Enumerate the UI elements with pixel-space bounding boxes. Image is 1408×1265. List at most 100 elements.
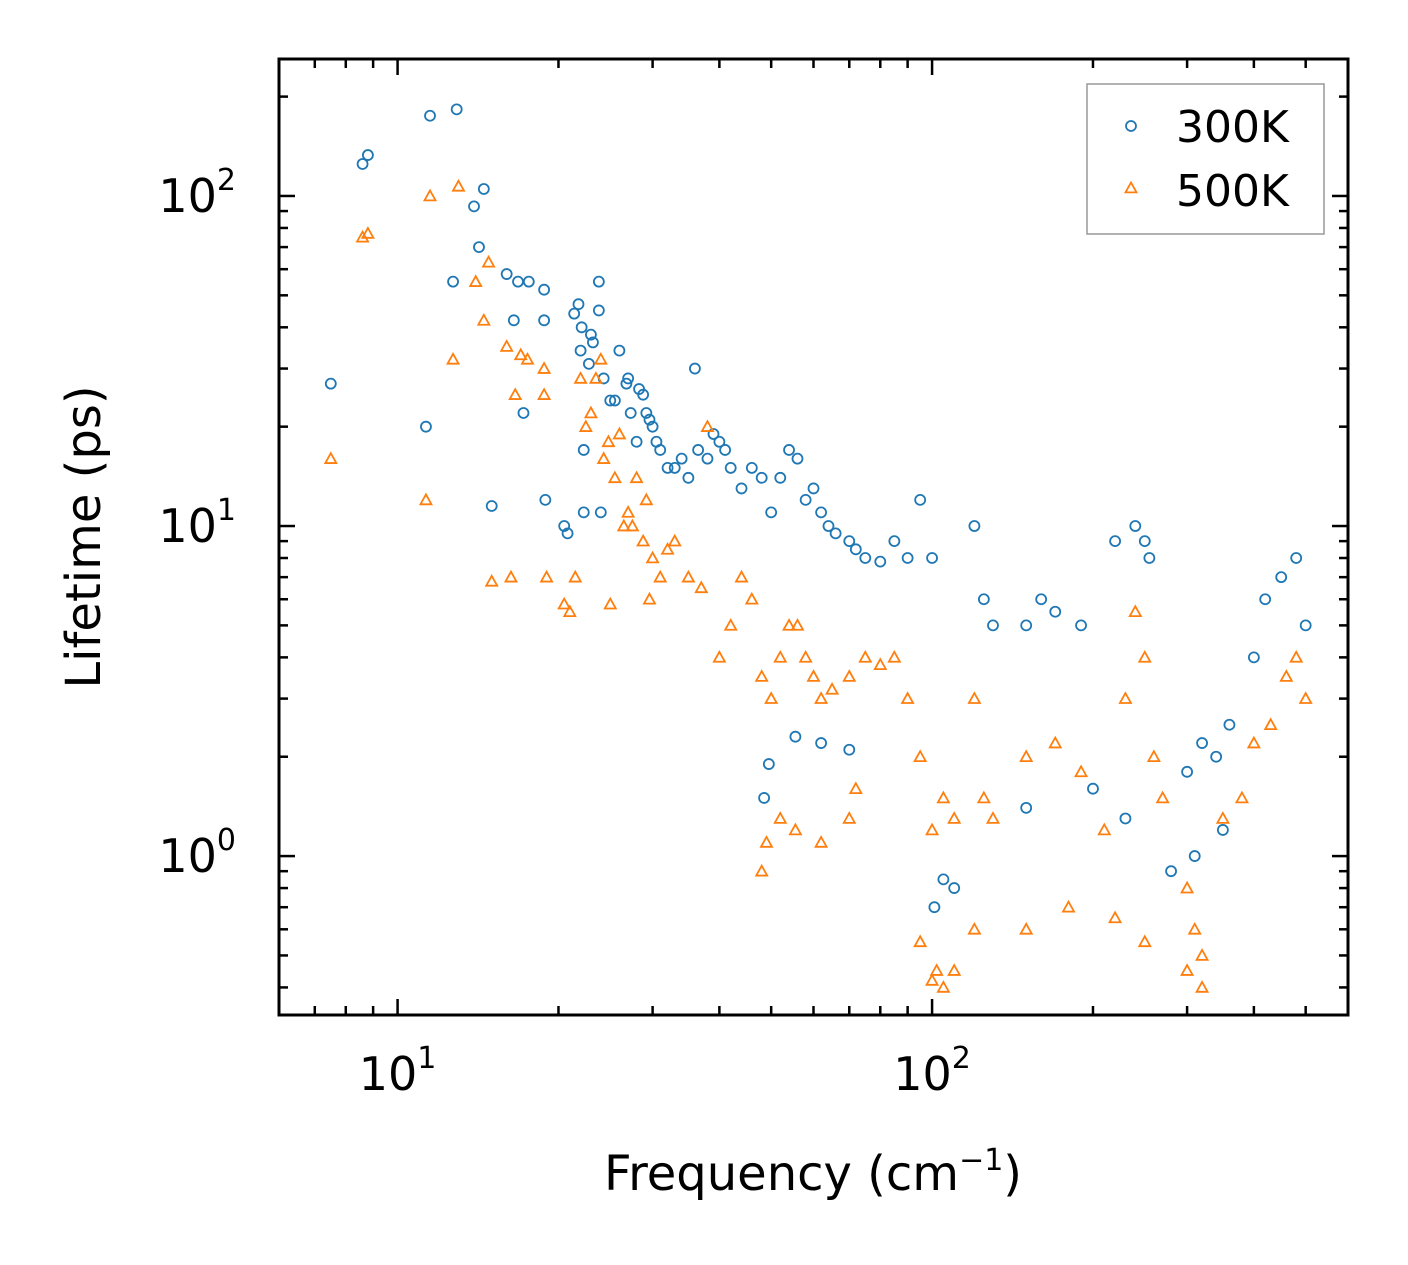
data-point (926, 552, 938, 564)
data-point (985, 811, 1001, 824)
x-tick-label: 102 (893, 1041, 971, 1101)
data-point (928, 901, 941, 914)
data-point (977, 593, 990, 606)
data-point (744, 591, 759, 605)
data-point (1119, 812, 1132, 825)
data-point (639, 492, 654, 506)
data-point (1035, 593, 1048, 606)
data-point (1087, 782, 1099, 795)
data-point (608, 394, 621, 407)
data-point (558, 520, 571, 532)
data-point (925, 973, 940, 986)
data-point (451, 178, 466, 192)
data-point (755, 471, 768, 484)
data-point (1143, 552, 1156, 564)
data-point (607, 470, 622, 484)
data-point (1247, 651, 1260, 664)
y-tick-label: 102 (158, 163, 236, 223)
data-point (887, 650, 902, 663)
data-point (568, 307, 581, 320)
data-point (1195, 980, 1210, 993)
data-point (517, 407, 530, 419)
data-point (508, 387, 523, 400)
data-point (450, 103, 463, 116)
data-point (468, 200, 480, 213)
data-point (694, 580, 709, 594)
data-point (561, 527, 574, 540)
data-point (668, 462, 681, 474)
data-point (1019, 749, 1034, 763)
data-point (620, 377, 633, 390)
data-point (624, 407, 637, 419)
axis-tick-labels: 101 102 100 101 102 (158, 163, 971, 1101)
data-point (859, 552, 872, 564)
data-point (929, 963, 944, 976)
data-point (355, 229, 370, 243)
data-point (788, 822, 803, 836)
data-point (575, 321, 588, 334)
data-point (842, 811, 857, 824)
data-point (759, 835, 774, 848)
data-point (723, 618, 738, 631)
data-point (629, 470, 644, 484)
data-point (1129, 520, 1142, 532)
data-point (446, 351, 461, 365)
data-point (613, 344, 626, 357)
data-point (1108, 910, 1123, 924)
data-point (1290, 552, 1303, 564)
data-point (477, 183, 490, 195)
data-point (594, 506, 607, 519)
y-tick-label: 101 (158, 493, 236, 553)
data-point (976, 790, 991, 804)
legend-marker-300k (1125, 120, 1137, 132)
data-point (573, 371, 588, 384)
data-point (762, 758, 775, 770)
data-point (1049, 605, 1062, 618)
data-point (1118, 691, 1133, 704)
legend: 300K 500K (1086, 83, 1325, 235)
data-point (593, 351, 608, 365)
data-point (621, 505, 636, 518)
data-point (646, 420, 659, 433)
data-point (636, 533, 651, 547)
data-point (512, 275, 524, 288)
data-point (947, 963, 962, 976)
data-point (1181, 765, 1193, 778)
data-point (782, 618, 797, 631)
data-point (968, 520, 981, 532)
data-point (675, 452, 688, 465)
data-point (1180, 963, 1195, 976)
data-point (1165, 865, 1177, 878)
data-point (987, 619, 999, 632)
data-point (1259, 593, 1272, 606)
data-point (789, 730, 802, 743)
data-point (807, 482, 820, 495)
data-point (587, 336, 599, 349)
data-point (422, 188, 438, 202)
data-point (798, 650, 813, 663)
data-point (1195, 948, 1210, 961)
data-point (936, 790, 951, 804)
data-point (539, 493, 552, 506)
legend-label-500k: 500K (1176, 166, 1290, 217)
data-point (356, 158, 369, 170)
data-point (643, 413, 656, 426)
data-point (1061, 899, 1076, 913)
data-point (424, 109, 436, 122)
legend-box (1086, 83, 1325, 235)
data-point (473, 241, 485, 253)
data-point (712, 650, 727, 663)
data-point (323, 451, 338, 464)
data-point (447, 275, 459, 288)
x-axis-label: Frequency (cm−1) (604, 1143, 1022, 1202)
data-point (476, 312, 491, 326)
data-point (825, 681, 840, 695)
data-point (667, 533, 682, 547)
data-point (815, 737, 828, 749)
data-point (913, 749, 928, 763)
data-point (791, 452, 804, 465)
data-point (843, 743, 856, 756)
data-point (1234, 790, 1250, 804)
data-point (842, 669, 857, 682)
